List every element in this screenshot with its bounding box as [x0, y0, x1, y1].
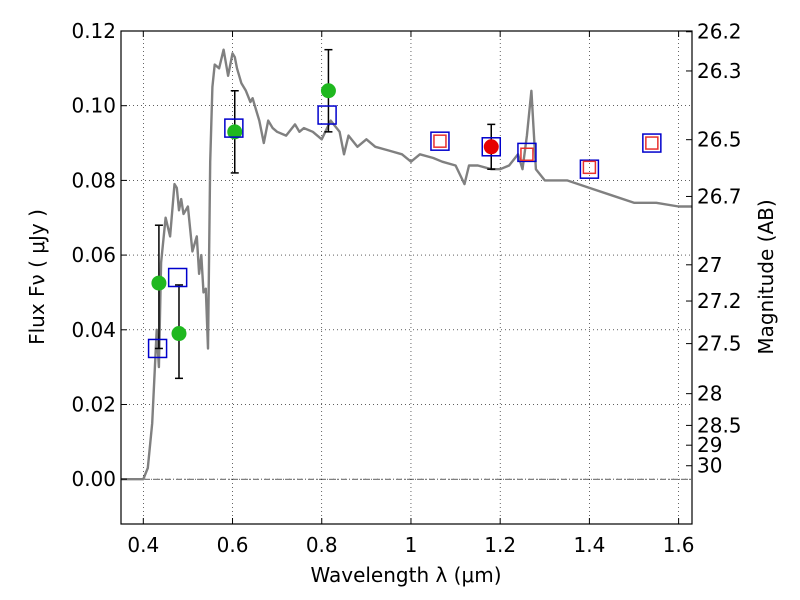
right-tick-label: 28 — [697, 382, 722, 406]
y-tick-label: 0.08 — [71, 168, 116, 192]
y-tick-label: 0.00 — [71, 467, 116, 491]
data-point-square-blue — [481, 137, 502, 157]
data-point-square-blue — [224, 118, 244, 138]
data-point-square-blue — [147, 338, 168, 359]
data-point-square-red — [520, 147, 534, 161]
data-point-square-blue — [579, 159, 600, 179]
x-tick-label: 1.4 — [573, 533, 605, 557]
x-tick-label: 1 — [405, 533, 418, 557]
data-point-circle — [320, 83, 336, 99]
right-tick-label: 26.2 — [697, 20, 742, 44]
y-tick-label: 0.04 — [71, 318, 116, 342]
plot-area — [121, 48, 692, 481]
plot-frame — [120, 30, 693, 525]
y-axis-right-label: Magnitude (AB) — [754, 199, 778, 354]
x-tick-label: 0.4 — [127, 533, 159, 557]
x-tick-label: 0.6 — [217, 533, 249, 557]
right-tick-label: 28.5 — [697, 413, 742, 437]
right-tick-label: 29 — [697, 433, 722, 457]
right-tick-label: 26.5 — [697, 128, 742, 152]
x-axis-label: Wavelength λ (μm) — [310, 563, 501, 587]
y-tick-label: 0.10 — [71, 94, 116, 118]
data-point-square-red — [433, 134, 447, 148]
right-tick-label: 27.5 — [697, 332, 742, 356]
y-tick-label: 0.02 — [71, 392, 116, 416]
x-tick-label: 1.6 — [663, 533, 695, 557]
data-point-circle — [483, 139, 499, 155]
data-point-circle — [171, 326, 187, 342]
y-axis-label: Flux Fν ( μJy ) — [25, 209, 49, 345]
data-point-square-red — [582, 160, 597, 175]
data-point-square-blue — [642, 133, 662, 153]
data-point-circle — [151, 275, 167, 291]
x-tick-label: 1.2 — [484, 533, 516, 557]
data-point-square-blue — [430, 131, 450, 151]
right-tick-label: 27 — [697, 253, 722, 277]
data-point-square-blue — [167, 267, 188, 288]
data-point-square-blue — [517, 142, 537, 163]
model-spectrum-line — [121, 48, 692, 481]
y-tick-label: 0.06 — [71, 243, 116, 267]
ticks: 0.4 0.6 0.8 1 1.2 1.4 1.6 0.00 0.02 0.04 0.06 0.08 0… — [71, 19, 741, 557]
right-tick-label: 30 — [697, 454, 722, 478]
data-point-square-red — [645, 136, 659, 150]
x-tick-label: 0.8 — [306, 533, 338, 557]
data-point-square-blue — [317, 105, 337, 125]
right-tick-label: 26.7 — [697, 184, 742, 208]
y-tick-label: 0.12 — [71, 19, 116, 43]
right-tick-label: 26.3 — [697, 59, 742, 83]
right-tick-label: 27.2 — [697, 289, 742, 313]
data-point-circle — [227, 124, 243, 140]
